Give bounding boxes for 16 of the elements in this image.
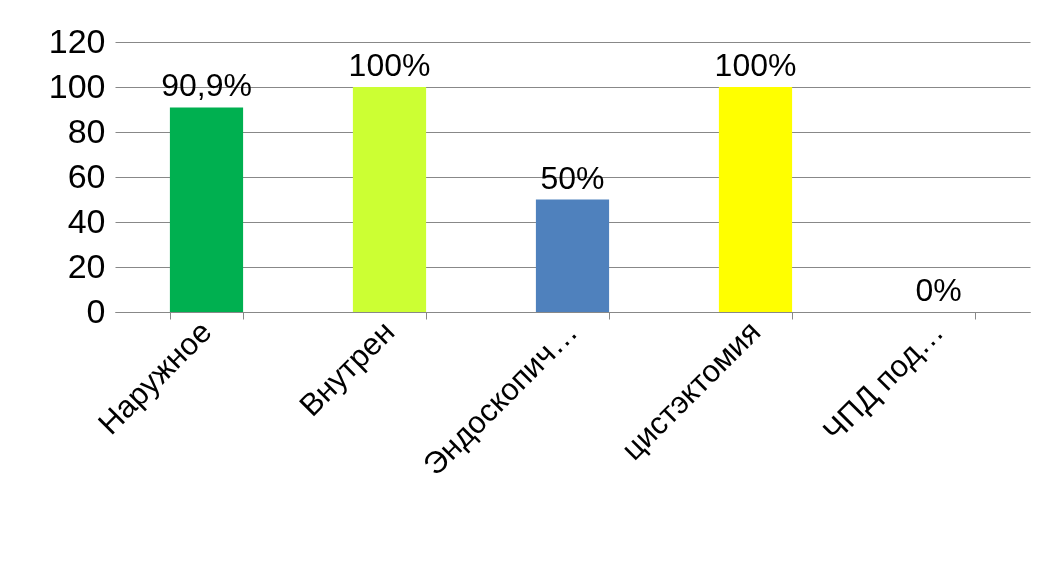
y-tick-label: 120 [48, 21, 106, 60]
bar [535, 199, 610, 312]
y-tick-label: 0 [86, 291, 106, 330]
y-tick-label: 100 [48, 66, 106, 105]
data-label: 100% [348, 47, 431, 83]
y-tick-label: 20 [67, 246, 106, 285]
bar [169, 107, 244, 312]
bar [352, 87, 427, 312]
data-label: 50% [540, 159, 605, 196]
data-label: 90,9% [161, 67, 252, 104]
y-tick-label: 80 [67, 111, 106, 150]
y-tick-label: 60 [67, 156, 106, 195]
bar [718, 87, 793, 312]
y-tick-label: 40 [67, 201, 106, 240]
data-label: 0% [915, 272, 962, 308]
data-label: 100% [714, 47, 797, 83]
